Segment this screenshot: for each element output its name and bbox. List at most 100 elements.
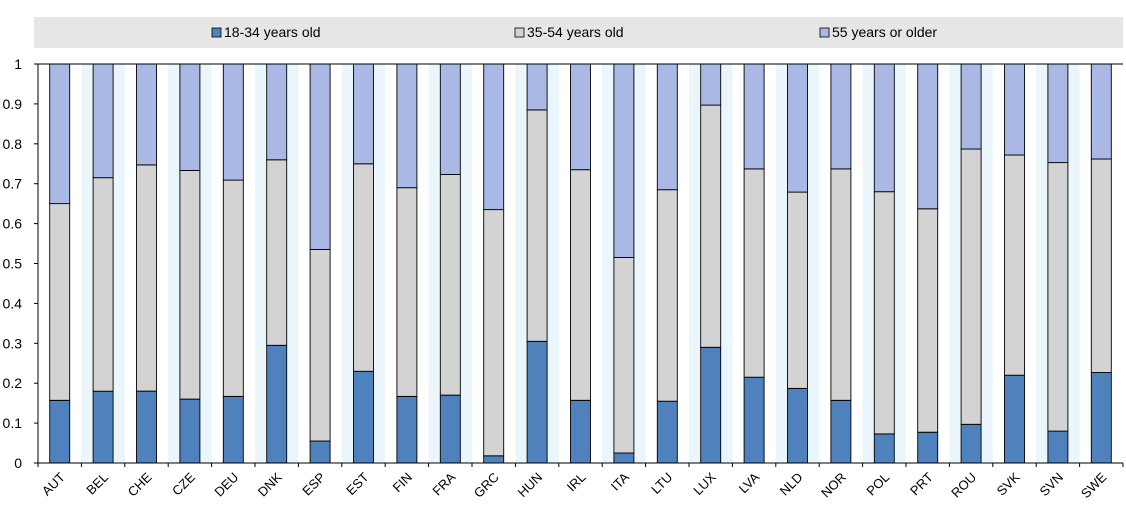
x-tick-labels: AUT BEL CHE CZE DEU DNK ESP EST FIN FRA GRC HUN IRL I… [39, 469, 1110, 501]
bar-segment [483, 63, 505, 211]
legend-item: 55 years or older [819, 24, 937, 40]
x-tick-label: CZE [169, 469, 198, 498]
bar-segment [656, 400, 678, 464]
bar-segment [613, 257, 635, 454]
x-tick-label: FIN [390, 470, 415, 495]
bar-segment [92, 390, 114, 464]
bar-segment [396, 187, 418, 397]
bar-segment [353, 163, 374, 372]
x-tick-label: BEL [83, 470, 111, 498]
bar-segment [439, 174, 461, 396]
x-tick-label: AUT [39, 469, 68, 498]
axes [34, 63, 1124, 467]
x-tick-label: LTU [648, 470, 675, 497]
bar-segment [222, 395, 244, 464]
bar-segment [656, 189, 678, 402]
x-tick-label: ROU [948, 470, 979, 501]
bars [49, 63, 1112, 464]
legend-item: 18-34 years old [211, 24, 321, 40]
x-tick-label: POL [863, 470, 892, 499]
bar-segment [656, 63, 678, 191]
legend-label: 18-34 years old [224, 24, 321, 40]
x-tick-label: PRT [907, 469, 936, 498]
bar-segment [873, 433, 895, 464]
y-tick-label: 0.5 [3, 256, 23, 272]
legend-label: 55 years or older [832, 24, 937, 40]
bar-segment [179, 63, 201, 171]
bar-segment [700, 346, 722, 464]
x-tick-label: NOR [818, 470, 849, 501]
bar-segment [613, 452, 635, 464]
x-tick-label: ITA [608, 469, 632, 493]
bar-segment [743, 376, 765, 464]
x-tick-label: HUN [515, 470, 546, 501]
bar-segment [49, 399, 71, 464]
y-tick-label: 1 [14, 56, 22, 72]
bar-segment [526, 109, 548, 342]
bar-segment [830, 63, 852, 170]
bar-segment [1047, 162, 1069, 432]
bar-segment [353, 370, 374, 464]
bar-segment [526, 63, 548, 111]
x-tick-label: SVN [1037, 470, 1067, 500]
x-tick-label: FRA [429, 469, 458, 498]
x-tick-label: CHE [125, 469, 155, 499]
bar-segment [700, 63, 722, 106]
bar-segment [960, 148, 982, 425]
bar-segment [1090, 158, 1112, 373]
legend-label: 35-54 years old [527, 24, 624, 40]
bar-segment [1090, 63, 1112, 160]
bar-segment [743, 63, 765, 170]
bar-segment [92, 177, 114, 392]
bar-segment [830, 168, 852, 401]
y-tick-label: 0.9 [3, 96, 23, 112]
bar-segment [1004, 374, 1025, 464]
legend-swatch [819, 27, 830, 38]
y-tick-label: 0.6 [3, 216, 23, 232]
bar-segment [917, 431, 939, 464]
bar-segment [613, 63, 635, 258]
y-tick-label: 0.8 [3, 136, 23, 152]
y-tick-labels: 0 0.1 0.2 0.3 0.4 0.5 0.6 0.7 0.8 0.9 1 [3, 56, 23, 471]
bar-segment [49, 203, 71, 401]
x-tick-label: GRC [471, 470, 502, 501]
bar-segment [49, 63, 71, 205]
bar-segment [266, 344, 288, 464]
bar-segment [266, 159, 288, 346]
x-tick-label: EST [343, 469, 372, 498]
bar-segment [570, 399, 591, 464]
x-tick-label: LVA [736, 469, 763, 496]
bar-segment [439, 63, 461, 175]
bar-segment [92, 63, 114, 179]
bar-segment [570, 63, 591, 171]
bar-segment [309, 440, 331, 464]
bar-segment [396, 63, 418, 189]
bar-segment [1047, 63, 1069, 164]
legend-swatch [514, 27, 525, 38]
bar-segment [917, 208, 939, 433]
bar-segment [396, 395, 418, 464]
bar-segment [179, 170, 201, 400]
x-tick-label: ESP [299, 470, 328, 499]
bar-segment [787, 387, 808, 464]
y-tick-label: 0.2 [3, 375, 23, 391]
x-tick-label: SWE [1078, 469, 1110, 501]
bar-segment [1047, 430, 1069, 464]
legend-item: 35-54 years old [514, 24, 624, 40]
bar-segment [1090, 371, 1112, 464]
bar-segment [917, 63, 939, 210]
bar-segment [960, 63, 982, 150]
y-tick-label: 0 [14, 455, 22, 471]
bar-segment [700, 104, 722, 348]
x-tick-label: IRL [564, 470, 589, 495]
bar-segment [483, 455, 505, 464]
bar-segment [266, 63, 288, 161]
bar-segment [353, 63, 374, 165]
y-tick-label: 0.3 [3, 335, 23, 351]
bar-segment [136, 164, 157, 392]
bar-segment [1004, 63, 1025, 156]
x-tick-label: NLD [777, 470, 806, 499]
bar-segment [1004, 154, 1025, 376]
